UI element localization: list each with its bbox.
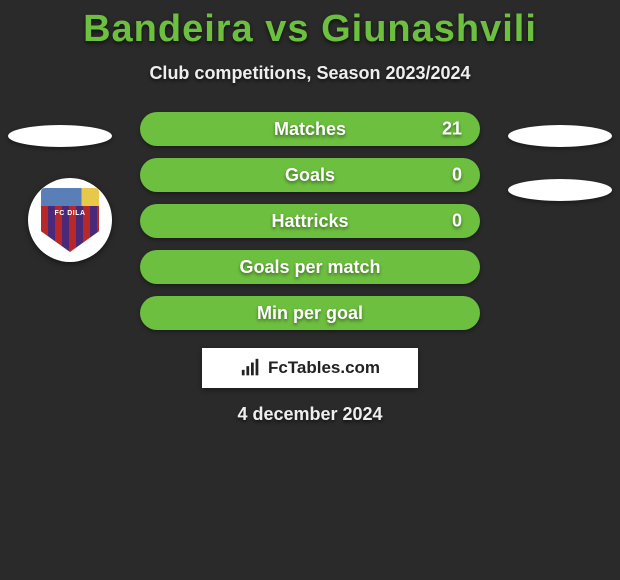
stats-list: Matches 21 Goals 0 Hattricks 0 Goals per… [140,112,480,330]
shield-icon: FC DILA [41,188,99,252]
stat-value: 0 [452,211,462,232]
stat-value: 0 [452,165,462,186]
player-slot-right-2 [508,179,612,201]
stat-row-goals: Goals 0 [140,158,480,192]
page-subtitle: Club competitions, Season 2023/2024 [0,63,620,84]
stat-label: Matches [274,119,346,140]
bars-icon [240,357,262,379]
stat-row-min-per-goal: Min per goal [140,296,480,330]
stat-value: 21 [442,119,462,140]
stat-label: Hattricks [271,211,348,232]
stat-row-hattricks: Hattricks 0 [140,204,480,238]
source-label: FcTables.com [268,358,380,378]
stat-row-goals-per-match: Goals per match [140,250,480,284]
stat-row-matches: Matches 21 [140,112,480,146]
page-title: Bandeira vs Giunashvili [0,0,620,51]
club-logo-left: FC DILA [28,178,112,262]
date-text: 4 december 2024 [0,404,620,425]
stat-label: Goals per match [239,257,380,278]
source-attribution[interactable]: FcTables.com [202,348,418,388]
player-slot-left-1 [8,125,112,147]
club-logo-text: FC DILA [41,210,99,217]
stat-label: Goals [285,165,335,186]
stat-label: Min per goal [257,303,363,324]
player-slot-right-1 [508,125,612,147]
